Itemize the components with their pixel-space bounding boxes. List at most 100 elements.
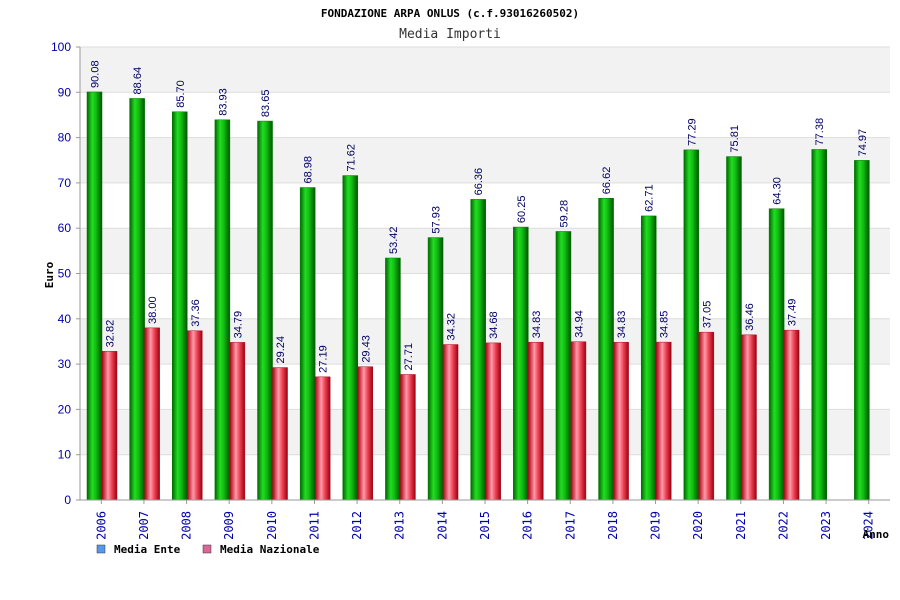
y-tick-label: 0 [64,493,71,507]
x-tick-label: 2024 [862,511,876,540]
x-tick-label: 2013 [393,511,407,540]
data-label-media-ente: 85.70 [175,80,187,108]
data-label-media-ente: 77.38 [814,118,826,146]
legend-label-media-nazionale: Media Nazionale [220,543,320,556]
legend-swatch-media-ente [96,544,106,554]
bar-media-nazionale [485,342,501,501]
bar-media-ente [129,98,145,501]
data-label-media-nazionale: 34.32 [446,313,458,341]
bar-media-nazionale [698,331,715,501]
data-label-media-nazionale: 36.46 [744,303,756,331]
x-tick-label: 2016 [521,511,535,540]
bar-media-ente [640,215,657,501]
chart-title: FONDAZIONE ARPA ONLUS (c.f.93016260502) [321,7,579,20]
y-tick-label: 50 [58,267,72,281]
data-label-media-ente: 53.42 [388,226,400,254]
bar-media-nazionale [357,366,374,501]
chart-subtitle: Media Importi [399,27,501,42]
data-label-media-ente: 60.25 [516,196,528,224]
data-label-media-ente: 74.97 [857,129,869,157]
data-label-media-nazionale: 34.83 [531,311,543,339]
bar-media-nazionale [187,330,203,501]
bar-media-nazionale [570,341,587,501]
bar-media-ente [172,111,188,501]
data-labels: 90.08 32.82 88.64 38.00 85.70 37.36 83.93 34.79… [90,60,869,372]
data-label-media-ente: 66.62 [601,167,613,195]
bar-media-ente [513,226,529,501]
bar-media-ente [726,156,742,501]
x-tick-label: 2010 [265,511,279,540]
x-tick-label: 2006 [94,511,108,540]
data-label-media-ente: 71.62 [345,144,357,172]
y-tick-label: 70 [58,176,72,190]
data-label-media-nazionale: 27.71 [403,343,415,371]
x-tick-label: 2018 [606,511,620,540]
data-label-media-ente: 77.29 [686,118,698,146]
data-label-media-nazionale: 34.85 [659,311,671,339]
bar-media-nazionale [144,327,160,501]
data-label-media-ente: 83.65 [260,90,272,118]
data-label-media-nazionale: 29.24 [275,336,287,364]
x-tick-label: 2017 [563,511,577,540]
x-tick-label: 2012 [350,511,364,540]
x-tick-label: 2022 [776,511,790,540]
data-label-media-ente: 90.08 [90,60,102,88]
data-label-media-ente: 88.64 [132,67,144,95]
bar-media-ente [299,187,316,501]
y-tick-label: 90 [58,85,72,99]
axes: 0 10 20 30 40 50 60 70 80 90 100 2006 2007 2008 2009 20… [51,40,890,540]
bar-media-nazionale [741,334,757,501]
x-tick-label: 2015 [478,511,492,540]
data-label-media-nazionale: 37.49 [787,299,799,327]
bar-media-nazionale [101,351,118,501]
grid-band [80,47,890,93]
data-label-media-ente: 62.71 [644,184,656,212]
bar-media-nazionale [613,341,629,501]
x-tick-label: 2023 [819,511,833,540]
bar-media-ente [342,175,359,501]
grid-band [80,92,890,138]
y-axis-label: Euro [43,261,56,288]
data-label-media-ente: 59.28 [558,200,570,228]
x-axis-label: Anno [863,528,890,541]
bar-media-nazionale [272,367,288,501]
bar-media-nazionale [442,344,459,501]
bar-media-ente [427,237,444,501]
data-label-media-nazionale: 34.68 [488,311,500,339]
bar-media-nazionale [655,341,672,501]
data-label-media-nazionale: 34.79 [232,311,244,339]
data-label-media-nazionale: 27.19 [318,345,330,373]
data-label-media-ente: 68.98 [303,156,315,184]
legend-label-media-ente: Media Ente [114,543,181,556]
bar-media-ente [598,197,614,501]
data-label-media-ente: 66.36 [473,168,485,196]
bar-media-nazionale [400,374,416,501]
bar-media-ente [214,119,231,501]
data-label-media-nazionale: 34.94 [573,310,585,338]
data-label-media-nazionale: 37.05 [701,301,713,329]
x-tick-label: 2014 [435,511,449,540]
data-label-media-ente: 75.81 [729,125,741,153]
y-tick-label: 30 [58,357,72,371]
x-tick-label: 2007 [137,511,151,540]
bar-media-ente [683,149,700,501]
x-tick-label: 2009 [222,511,236,540]
data-label-media-nazionale: 38.00 [147,296,159,324]
y-tick-label: 10 [58,448,72,462]
x-tick-label: 2020 [691,511,705,540]
bar-media-nazionale [528,341,544,501]
legend-swatch-media-nazionale [202,544,212,554]
bar-media-nazionale [783,329,800,501]
x-tick-label: 2021 [734,511,748,540]
y-tick-label: 80 [58,131,72,145]
y-tick-label: 100 [51,40,71,54]
data-label-media-nazionale: 34.83 [616,311,628,339]
data-label-media-nazionale: 32.82 [105,320,117,348]
bar-media-ente [470,199,486,501]
bar-media-ente [854,160,870,501]
legend: Media Ente Media Nazionale [96,543,320,556]
x-tick-label: 2011 [307,511,321,540]
bar-media-ente [385,257,401,501]
bars [86,91,870,501]
